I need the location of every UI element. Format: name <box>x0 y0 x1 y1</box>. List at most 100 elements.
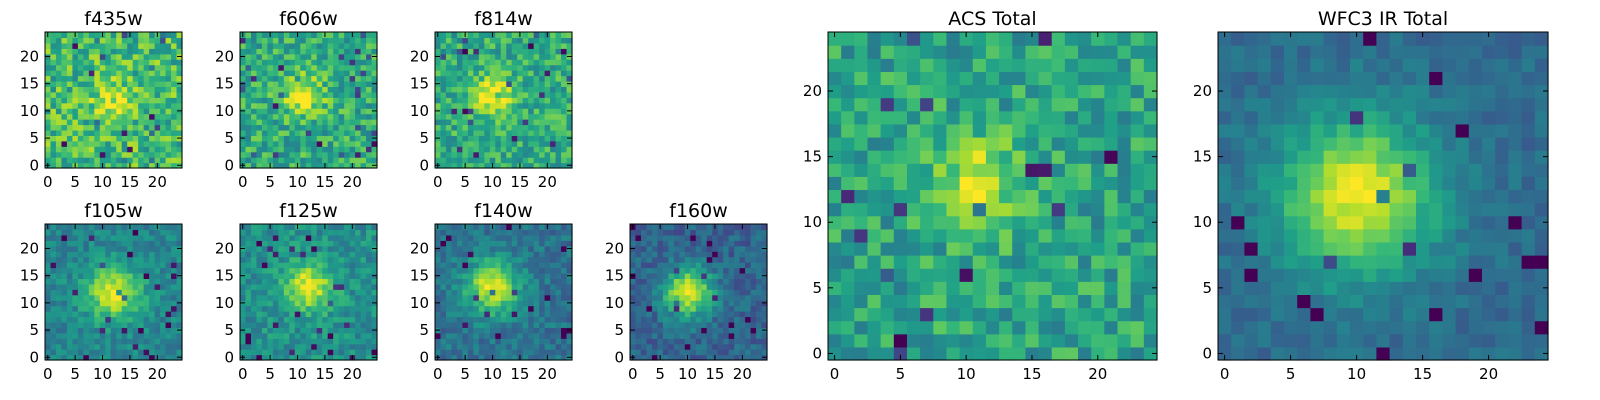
heatmap-cell <box>484 289 491 296</box>
heatmap-cell <box>489 64 496 71</box>
heatmap-cell <box>50 251 57 258</box>
heatmap-cell <box>322 332 329 339</box>
heatmap-cell <box>478 124 485 131</box>
heatmap-cell <box>143 224 150 231</box>
heatmap-cell <box>867 241 882 256</box>
heatmap-cell <box>972 150 987 164</box>
heatmap-cell <box>355 251 362 258</box>
heatmap-cell <box>256 354 263 361</box>
heatmap-cell <box>327 37 334 44</box>
heatmap-cell <box>478 42 485 49</box>
heatmap-cell <box>160 300 167 307</box>
heatmap-cell <box>544 108 551 115</box>
heatmap-cell <box>734 245 741 252</box>
heatmap-cell <box>484 113 491 120</box>
heatmap-cell <box>355 289 362 296</box>
heatmap-cell <box>745 283 752 290</box>
heatmap-cell <box>322 80 329 87</box>
heatmap-cell <box>116 267 123 274</box>
heatmap-cell <box>528 332 535 339</box>
heatmap-cell <box>999 202 1013 217</box>
heatmap-cell <box>72 151 79 158</box>
heatmap-cell <box>511 32 518 39</box>
heatmap-cell <box>300 97 307 104</box>
heatmap-cell <box>344 42 351 49</box>
heatmap-cell <box>445 53 453 60</box>
x-tick-label: 20 <box>343 365 362 383</box>
heatmap-cell <box>701 267 708 274</box>
heatmap-cell <box>500 229 507 236</box>
heatmap-cell <box>528 240 535 247</box>
heatmap-cell <box>66 102 73 109</box>
heatmap-cell <box>72 316 79 323</box>
heatmap-cell <box>673 240 680 247</box>
heatmap-cell <box>511 140 518 147</box>
heatmap-cell <box>267 245 274 252</box>
heatmap-cell <box>550 151 557 158</box>
heatmap-cell <box>360 146 367 153</box>
heatmap-cell <box>550 338 557 345</box>
heatmap-cell <box>327 234 334 241</box>
heatmap-cell <box>50 64 57 71</box>
heatmap-cell <box>445 151 453 158</box>
heatmap-cell <box>88 64 95 71</box>
heatmap-cell <box>176 64 183 71</box>
heatmap-cell <box>533 234 540 241</box>
heatmap-cell <box>311 283 318 290</box>
heatmap-cell <box>165 262 172 269</box>
heatmap-cell <box>511 283 518 290</box>
heatmap-cell <box>371 75 378 82</box>
heatmap-cell <box>828 268 842 282</box>
heatmap-cell <box>630 321 637 328</box>
heatmap-cell <box>445 278 453 285</box>
heatmap-cell <box>132 70 139 77</box>
heatmap-cell <box>349 327 356 334</box>
heatmap-cell <box>706 300 713 307</box>
heatmap-cell <box>756 338 763 345</box>
heatmap-cell <box>61 124 68 131</box>
heatmap-cell <box>149 311 156 318</box>
heatmap-cell <box>440 151 447 158</box>
heatmap-cell <box>495 124 502 131</box>
heatmap-cell <box>673 245 680 252</box>
heatmap-cell <box>544 272 551 279</box>
heatmap-cell <box>127 272 134 279</box>
heatmap-cell <box>132 343 139 350</box>
heatmap-cell <box>149 300 156 307</box>
heatmap-cell <box>322 311 329 318</box>
heatmap-cell <box>160 305 167 312</box>
heatmap-cell <box>662 311 669 318</box>
heatmap-cell <box>506 327 513 334</box>
heatmap-cell <box>132 32 139 39</box>
heatmap-cell <box>1064 255 1079 269</box>
heatmap-cell <box>555 151 562 158</box>
heatmap-cell <box>440 59 447 66</box>
heatmap-cell <box>456 157 463 164</box>
heatmap-cell <box>561 272 568 279</box>
heatmap-cell <box>99 48 106 55</box>
heatmap-cell <box>484 64 491 71</box>
heatmap-cell <box>495 32 502 39</box>
heatmap-cell <box>316 86 323 93</box>
heatmap-cell <box>132 354 139 361</box>
heatmap-cell <box>121 86 128 93</box>
heatmap-cell <box>165 343 172 350</box>
heatmap-cell <box>61 102 68 109</box>
heatmap-cell <box>920 281 934 295</box>
heatmap-cell <box>261 349 268 356</box>
heatmap-cell <box>473 338 480 345</box>
heatmap-cell <box>256 97 263 104</box>
heatmap-cell <box>55 86 63 93</box>
heatmap-cell <box>165 151 172 158</box>
heatmap-cell <box>668 294 675 301</box>
heatmap-cell <box>245 229 252 236</box>
heatmap-cell <box>171 289 178 296</box>
heatmap-cell <box>467 256 474 263</box>
heatmap-cell <box>300 327 307 334</box>
heatmap-cell <box>45 48 52 55</box>
heatmap-cell <box>105 240 112 247</box>
heatmap-cell <box>289 272 296 279</box>
heatmap-cell <box>149 305 156 312</box>
